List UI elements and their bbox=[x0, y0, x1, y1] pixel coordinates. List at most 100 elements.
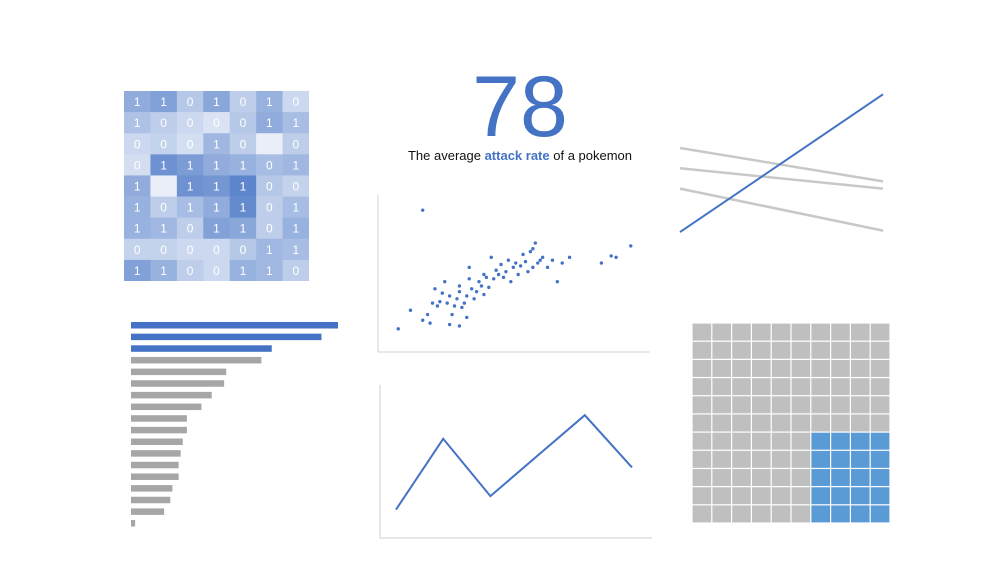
scatter-point bbox=[469, 287, 474, 291]
bar bbox=[131, 333, 322, 341]
waffle-cell bbox=[771, 414, 791, 432]
kpi-card: 78 The average attack rate of a pokemon bbox=[370, 60, 670, 180]
scatter-point bbox=[438, 299, 442, 304]
bar bbox=[131, 368, 227, 376]
waffle-cell bbox=[870, 341, 890, 359]
heatmap-cell bbox=[203, 217, 231, 240]
scatter-point bbox=[487, 285, 491, 290]
waffle-cell bbox=[732, 469, 751, 487]
heatmap-cell bbox=[282, 112, 310, 134]
waffle-chart bbox=[692, 323, 890, 523]
heatmap-cell bbox=[256, 133, 283, 155]
heatmap-cell bbox=[203, 238, 231, 261]
waffle-cell bbox=[712, 341, 731, 359]
heatmap-cell-label: 1 bbox=[213, 180, 220, 194]
waffle-cell bbox=[752, 450, 771, 468]
scatter-point bbox=[545, 265, 550, 270]
scatter-point bbox=[533, 241, 538, 245]
waffle-cell-highlight bbox=[811, 450, 830, 468]
waffle-cell bbox=[771, 432, 791, 450]
waffle-cell bbox=[732, 450, 751, 468]
heatmap-cell bbox=[124, 196, 151, 218]
scatter-point bbox=[467, 265, 471, 270]
heatmap-cell bbox=[124, 259, 151, 282]
heatmap-cell bbox=[150, 154, 178, 176]
scatter-point bbox=[484, 275, 489, 280]
scatter-point bbox=[462, 301, 467, 305]
bar bbox=[131, 391, 212, 399]
heatmap-cell bbox=[150, 133, 178, 155]
heatmap-cell-label: 0 bbox=[240, 243, 247, 257]
waffle-cell bbox=[692, 469, 712, 487]
waffle-cell bbox=[732, 378, 751, 396]
waffle-cell bbox=[712, 469, 731, 487]
scatter-point bbox=[440, 291, 444, 295]
heatmap-chart: 1 1 0 1 0 1 0 1 0 0 0 0 1 1 0 0 0 1 0 0 0 1 1 1 1 0 1 1 1 1 1 0 0 1 0 1 1 1 0 1… bbox=[124, 91, 310, 282]
waffle-cell bbox=[791, 505, 811, 523]
scatter-point bbox=[433, 287, 437, 291]
kpi-caption: The average attack rate of a pokemon bbox=[370, 148, 670, 163]
waffle-cell bbox=[752, 414, 771, 432]
scatter-point bbox=[518, 264, 523, 268]
waffle-cell bbox=[732, 432, 751, 450]
scatter-point bbox=[526, 269, 530, 274]
heatmap-cell bbox=[256, 259, 283, 282]
scatter-point bbox=[629, 244, 633, 248]
heatmap-cell-label: 0 bbox=[292, 264, 299, 278]
scatter-point bbox=[445, 301, 449, 305]
heatmap-cell bbox=[229, 238, 257, 261]
slope-series-line bbox=[679, 187, 884, 232]
waffle-cell bbox=[851, 378, 870, 396]
scatter-point bbox=[447, 294, 452, 298]
heatmap-cell bbox=[203, 175, 231, 197]
waffle-cell bbox=[771, 323, 791, 341]
waffle-cell bbox=[732, 396, 751, 414]
bar bbox=[131, 508, 165, 515]
waffle-cell-highlight bbox=[870, 450, 890, 468]
waffle-cell-highlight bbox=[811, 432, 830, 450]
waffle-cell-highlight bbox=[831, 505, 850, 523]
heatmap-cell bbox=[229, 217, 257, 240]
heatmap-cell-label: 1 bbox=[266, 95, 273, 109]
scatter-point bbox=[428, 321, 432, 325]
scatter-point bbox=[474, 289, 479, 294]
waffle-cell bbox=[712, 323, 731, 341]
waffle-cell bbox=[692, 414, 712, 432]
scatter-point bbox=[396, 327, 400, 331]
scatter-point bbox=[555, 279, 560, 284]
waffle-cell bbox=[791, 359, 811, 377]
scatter-point bbox=[408, 308, 413, 312]
bar bbox=[131, 461, 179, 469]
scatter-point bbox=[521, 252, 525, 257]
heatmap-cell-label: 1 bbox=[187, 201, 194, 215]
heatmap-cell bbox=[176, 196, 204, 218]
heatmap-cell-label: 0 bbox=[187, 222, 194, 236]
scatter-point bbox=[509, 279, 513, 284]
heatmap-cell bbox=[256, 217, 283, 240]
scatter-point bbox=[460, 305, 464, 310]
waffle-cell bbox=[732, 359, 751, 377]
heatmap-cell-label: 1 bbox=[240, 158, 247, 172]
heatmap-cell bbox=[176, 175, 204, 197]
waffle-cell bbox=[692, 323, 712, 341]
scatter-point bbox=[443, 279, 447, 284]
waffle-cell bbox=[752, 432, 771, 450]
heatmap-cell bbox=[256, 154, 283, 176]
scatter-point bbox=[467, 277, 471, 281]
scatter-point bbox=[531, 265, 535, 270]
scatter-point bbox=[536, 261, 540, 265]
line-chart bbox=[372, 380, 657, 542]
heatmap-cell-label: 0 bbox=[187, 264, 194, 278]
scatter-point bbox=[457, 324, 462, 328]
scatter-point bbox=[447, 322, 452, 327]
waffle-cell-highlight bbox=[831, 450, 850, 468]
slope-series-line bbox=[679, 93, 884, 233]
heatmap-cell-label: 0 bbox=[187, 243, 194, 257]
heatmap-cell-label: 0 bbox=[292, 180, 299, 194]
bar bbox=[131, 485, 173, 492]
heatmap-cell bbox=[282, 175, 310, 197]
heatmap-cell-label: 1 bbox=[292, 222, 299, 236]
heatmap-cell-label: 1 bbox=[134, 180, 141, 194]
scatter-point bbox=[421, 318, 425, 322]
waffle-cell bbox=[692, 450, 712, 468]
